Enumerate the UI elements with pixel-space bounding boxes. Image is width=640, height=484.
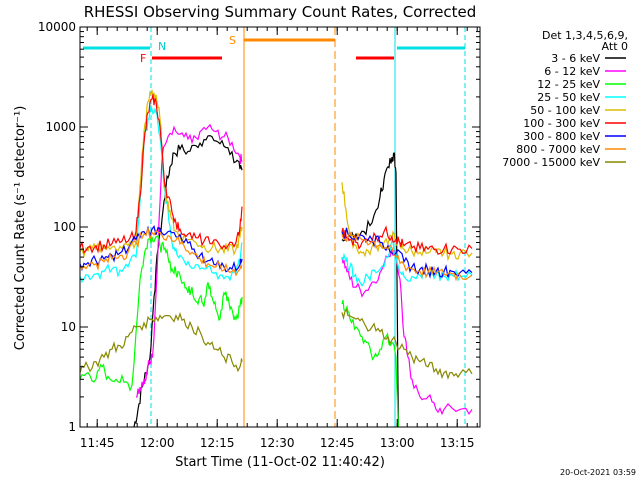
x-tick-label: 12:45 — [320, 436, 355, 450]
chart-title: RHESSI Observing Summary Count Rates, Co… — [84, 3, 477, 21]
y-tick-label: 1000 — [45, 120, 76, 134]
annotation-n: N — [158, 40, 166, 53]
legend-label-1: 6 - 12 keV — [544, 65, 600, 78]
x-tick-label: 12:30 — [260, 436, 295, 450]
legend-header-line-1: Det 1,3,4,5,6,9, — [542, 29, 628, 42]
y-axis-label: Corrected Count Rate (s⁻¹ detector⁻¹) — [13, 106, 28, 351]
annotation-f: F — [140, 52, 146, 65]
legend-label-6: 300 - 800 keV — [523, 130, 600, 143]
x-tick-label: 13:00 — [380, 436, 415, 450]
y-tick-label: 1 — [68, 420, 76, 434]
x-axis-label: Start Time (11-Oct-02 11:40:42) — [175, 455, 385, 470]
legend-label-5: 100 - 300 keV — [523, 117, 600, 130]
y-tick-label: 10 — [61, 320, 76, 334]
x-tick-label: 13:15 — [440, 436, 475, 450]
series-line-7 — [79, 227, 473, 282]
series-line-5 — [79, 94, 473, 255]
x-tick-label: 12:15 — [200, 436, 235, 450]
legend-label-8: 7000 - 15000 keV — [502, 156, 600, 169]
x-tick-label: 12:00 — [140, 436, 175, 450]
series-line-8 — [79, 308, 473, 380]
x-tick-label: 11:45 — [80, 436, 115, 450]
legend-header-line-2: Att 0 — [602, 40, 628, 53]
legend-label-2: 12 - 25 keV — [537, 78, 600, 91]
legend-label-0: 3 - 6 keV — [551, 52, 600, 65]
legend-label-4: 50 - 100 keV — [530, 104, 600, 117]
legend-label-7: 800 - 7000 keV — [516, 143, 600, 156]
y-tick-label: 10000 — [38, 20, 76, 34]
series-line-1 — [136, 123, 473, 416]
series-line-6 — [79, 224, 473, 279]
footer-timestamp: 20-Oct-2021 03:59 — [560, 468, 636, 477]
plot-frame — [79, 26, 481, 428]
y-tick-label: 100 — [53, 220, 76, 234]
annotation-s: S — [229, 34, 236, 47]
series-line-2 — [79, 234, 399, 428]
legend-label-3: 25 - 50 keV — [537, 91, 600, 104]
